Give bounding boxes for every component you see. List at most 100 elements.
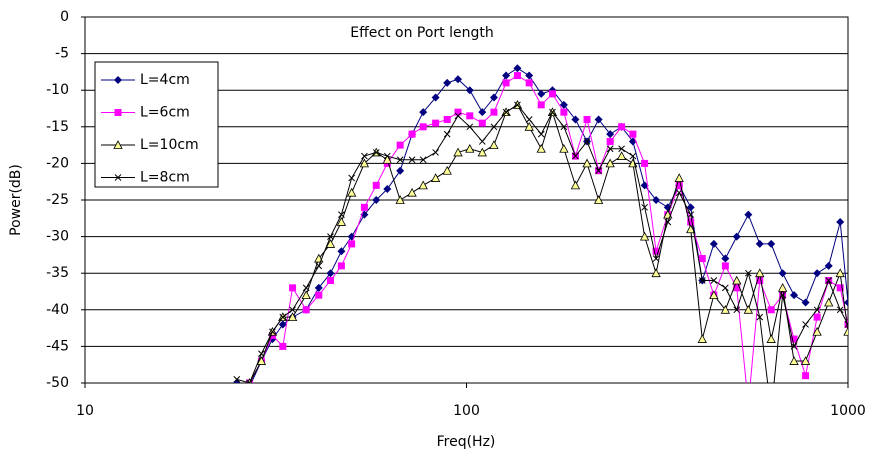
legend-label: L=8cm: [140, 170, 190, 186]
marker: [616, 151, 627, 160]
marker: [836, 306, 844, 314]
marker: [478, 138, 486, 145]
y-tick-label: -40: [46, 302, 69, 318]
marker: [755, 239, 764, 248]
marker: [514, 101, 521, 109]
marker: [432, 119, 440, 127]
marker: [302, 284, 310, 292]
marker: [408, 130, 416, 138]
marker: [372, 196, 381, 204]
marker: [249, 382, 250, 383]
marker: [395, 195, 405, 204]
y-tick-label: -5: [55, 46, 69, 62]
y-tick-label: 0: [60, 9, 69, 25]
marker: [302, 306, 310, 314]
marker: [279, 313, 287, 321]
marker: [454, 75, 463, 84]
marker: [382, 154, 392, 164]
marker: [652, 255, 660, 262]
marker: [755, 268, 765, 278]
marker: [466, 123, 474, 131]
marker: [337, 262, 345, 270]
marker: [686, 224, 696, 234]
marker: [825, 277, 833, 284]
marker: [697, 334, 707, 343]
marker: [396, 166, 405, 175]
marker: [790, 343, 798, 350]
marker: [525, 116, 533, 123]
marker: [813, 269, 822, 278]
chart-title: Effect on Port length: [350, 25, 493, 41]
marker: [651, 268, 661, 278]
marker: [629, 152, 637, 160]
marker: [733, 306, 741, 314]
marker: [686, 203, 695, 212]
marker: [570, 180, 581, 190]
marker: [325, 239, 336, 248]
y-axis-label: Power(dB): [8, 164, 24, 236]
marker: [698, 255, 706, 263]
x-axis-label: Freq(Hz): [437, 434, 496, 450]
marker: [348, 240, 356, 248]
marker: [572, 152, 579, 160]
marker: [744, 210, 753, 219]
marker: [372, 149, 380, 156]
marker: [537, 130, 545, 138]
marker: [777, 282, 788, 292]
marker: [372, 181, 380, 189]
marker: [639, 231, 650, 241]
marker: [537, 89, 546, 98]
marker: [844, 321, 848, 328]
marker: [559, 100, 568, 109]
marker: [419, 156, 427, 164]
marker: [419, 123, 427, 131]
marker: [431, 93, 440, 102]
y-tick-label: -20: [46, 155, 69, 171]
marker: [836, 217, 845, 226]
marker: [419, 108, 428, 117]
y-tick-label: -25: [46, 192, 69, 208]
marker: [346, 187, 357, 197]
marker: [789, 356, 799, 365]
marker: [348, 174, 356, 182]
marker: [652, 247, 660, 255]
marker: [465, 143, 475, 153]
marker: [315, 262, 323, 270]
marker: [768, 409, 774, 415]
marker: [289, 284, 297, 292]
marker: [478, 119, 486, 127]
marker: [453, 147, 463, 157]
marker: [836, 284, 844, 292]
marker: [327, 233, 334, 240]
marker: [745, 401, 752, 408]
marker: [687, 211, 695, 218]
marker: [606, 137, 614, 145]
marker: [314, 283, 323, 292]
marker: [113, 140, 123, 149]
marker: [360, 203, 368, 211]
series-line: [236, 67, 848, 383]
marker: [844, 320, 848, 328]
marker: [233, 375, 241, 383]
marker: [287, 312, 298, 322]
marker: [721, 254, 730, 263]
marker: [513, 72, 521, 80]
legend-label: L=4cm: [140, 72, 190, 88]
marker: [756, 277, 764, 285]
marker: [478, 108, 487, 117]
marker: [430, 173, 441, 182]
marker: [315, 291, 323, 299]
marker: [687, 218, 695, 226]
marker: [595, 167, 602, 175]
marker: [114, 76, 122, 84]
marker: [571, 115, 580, 124]
marker: [583, 138, 591, 145]
marker: [778, 269, 787, 278]
marker: [278, 320, 287, 329]
marker: [502, 79, 510, 87]
marker: [442, 165, 452, 175]
marker: [114, 174, 122, 181]
marker: [524, 121, 534, 131]
marker: [767, 306, 775, 314]
marker: [326, 269, 335, 278]
